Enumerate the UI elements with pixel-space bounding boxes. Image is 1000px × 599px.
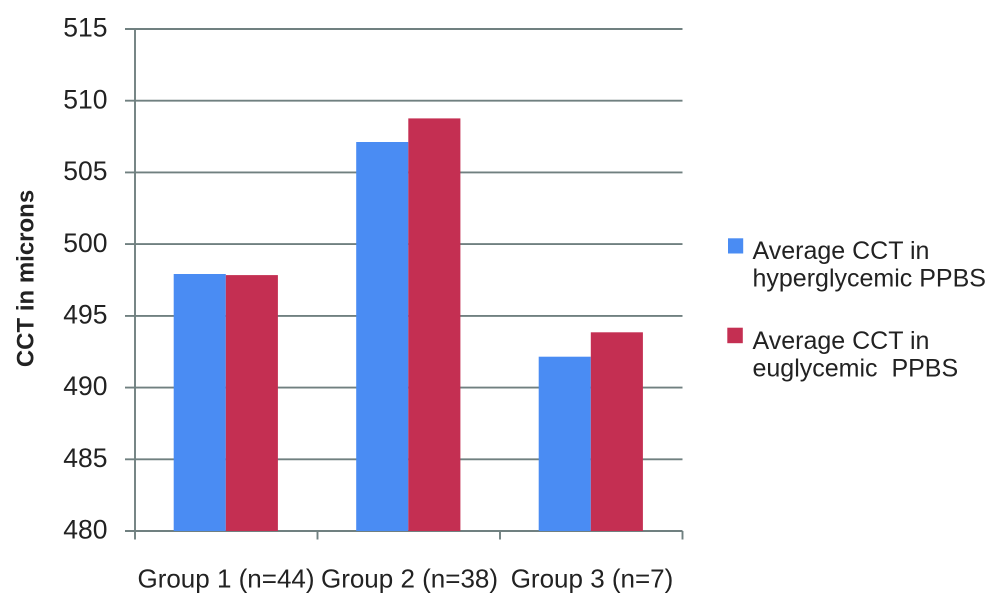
svg-text:480: 480 <box>63 515 107 545</box>
svg-text:CCT in microns: CCT in microns <box>13 190 40 367</box>
svg-text:485: 485 <box>63 443 107 473</box>
svg-text:Group 3 (n=7): Group 3 (n=7) <box>511 564 674 594</box>
svg-text:505: 505 <box>63 156 107 186</box>
svg-text:510: 510 <box>63 84 107 114</box>
svg-text:Group 2 (n=38): Group 2 (n=38) <box>321 564 498 594</box>
svg-text:hyperglycemic PPBS: hyperglycemic PPBS <box>753 264 986 292</box>
svg-text:euglycemic PPBS: euglycemic PPBS <box>753 354 959 382</box>
svg-text:515: 515 <box>63 13 107 43</box>
svg-text:490: 490 <box>63 371 107 401</box>
svg-text:Average CCT in: Average CCT in <box>753 327 930 355</box>
svg-text:500: 500 <box>63 228 107 258</box>
svg-text:Group 1 (n=44): Group 1 (n=44) <box>137 564 314 594</box>
svg-text:495: 495 <box>63 300 107 330</box>
svg-text:Average CCT in: Average CCT in <box>753 237 930 265</box>
